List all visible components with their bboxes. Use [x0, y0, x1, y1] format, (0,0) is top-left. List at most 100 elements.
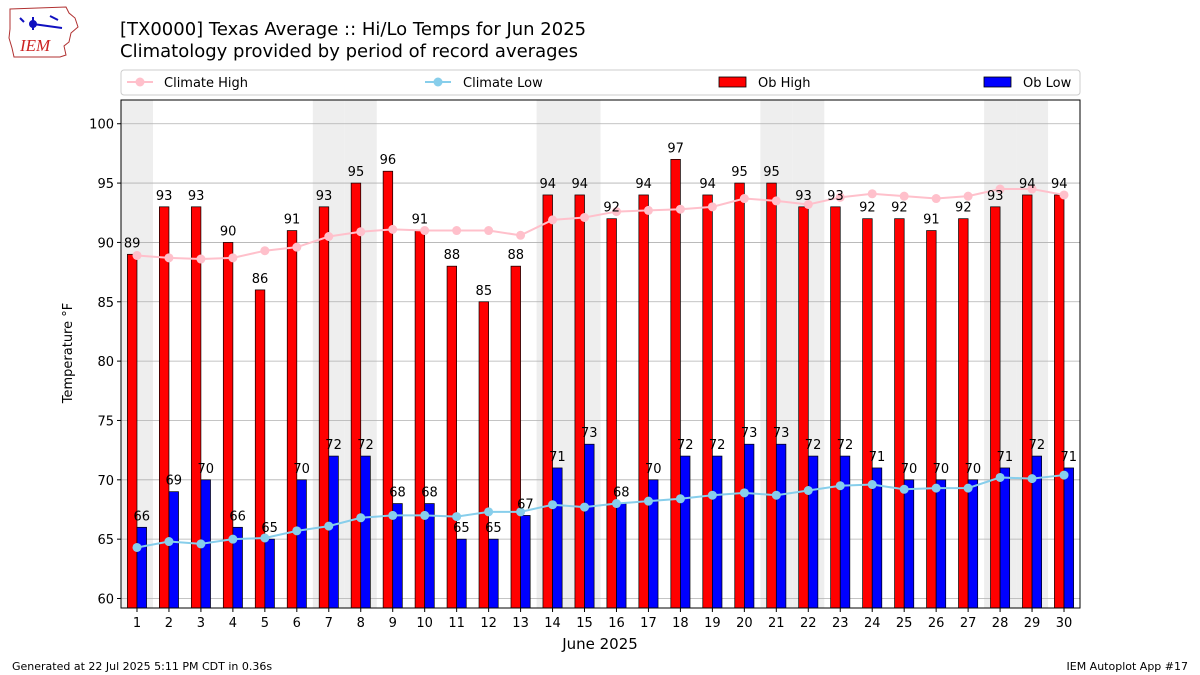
ob-high-label-5: 86 [252, 272, 269, 287]
climate-high-point-6 [292, 242, 302, 252]
climate-high-point-23 [835, 192, 845, 202]
chart-title: [TX0000] Texas Average :: Hi/Lo Temps fo… [120, 19, 586, 40]
ob-high-bar-20 [734, 182, 745, 609]
climate-high-point-18 [675, 204, 685, 214]
climate-high-point-8 [356, 227, 366, 237]
ob-high-bar-24 [862, 218, 873, 609]
ob-high-bars [127, 158, 1065, 609]
ob-low-bars [136, 443, 1074, 609]
ob-low-bar-12 [488, 538, 499, 609]
iem-logo-text: IEM [19, 36, 51, 55]
climate-high-point-1 [132, 250, 142, 260]
y-tick-label-90: 90 [97, 236, 114, 251]
ob-high-bar-2 [159, 206, 170, 609]
ob-low-label-20: 73 [741, 426, 758, 441]
climate-low-point-25 [899, 484, 909, 494]
climate-high-point-14 [548, 215, 558, 225]
ob-high-label-21: 95 [763, 165, 780, 180]
ob-low-bar-16 [616, 503, 627, 609]
y-tick-label-65: 65 [97, 533, 114, 548]
ob-high-bar-12 [478, 301, 489, 609]
climate-high-point-19 [707, 202, 717, 212]
x-tick-label-13: 13 [512, 616, 529, 631]
climate-low-point-23 [835, 481, 845, 491]
y-axis-label: Temperature °F [61, 303, 76, 404]
legend-label-climate-high: Climate High [164, 76, 248, 91]
climate-low-point-19 [707, 490, 717, 500]
ob-high-label-18: 97 [667, 141, 684, 156]
ob-high-bar-25 [894, 218, 905, 609]
ob-low-bar-22 [807, 455, 819, 609]
climate-high-point-3 [196, 254, 206, 264]
ob-low-label-25: 70 [901, 462, 918, 477]
ob-high-bar-14 [542, 194, 553, 609]
ob-low-label-8: 72 [357, 438, 374, 453]
climate-high-point-4 [228, 253, 238, 263]
ob-low-label-18: 72 [677, 438, 694, 453]
ob-high-label-15: 94 [571, 177, 588, 192]
ob-low-label-4: 66 [229, 509, 246, 524]
x-tick-label-27: 27 [960, 616, 977, 631]
ob-low-bar-26 [935, 479, 947, 609]
climate-low-point-1 [132, 542, 142, 552]
x-tick-label-24: 24 [864, 616, 881, 631]
ob-high-bar-6 [286, 230, 298, 609]
ob-high-label-14: 94 [539, 177, 556, 192]
x-tick-label-4: 4 [229, 616, 237, 631]
climate-high-point-10 [420, 226, 430, 236]
climate-low-point-15 [580, 502, 590, 512]
y-tick-label-75: 75 [97, 414, 114, 429]
climate-high-point-5 [260, 246, 270, 256]
y-gridlines [121, 123, 1080, 599]
ob-low-label-28: 71 [997, 450, 1014, 465]
ob-high-bar-5 [254, 289, 266, 609]
x-tick-label-19: 19 [704, 616, 721, 631]
ob-low-bar-27 [967, 479, 979, 609]
ob-high-bar-7 [318, 206, 330, 609]
ob-high-label-11: 88 [444, 248, 461, 263]
ob-high-bar-18 [670, 158, 681, 609]
y-tick-label-60: 60 [97, 593, 114, 608]
ob-high-bar-30 [1054, 194, 1065, 609]
x-tick-label-10: 10 [416, 616, 433, 631]
ob-low-label-10: 68 [421, 486, 438, 501]
ob-high-bar-8 [350, 182, 362, 609]
climate-high-point-13 [516, 230, 526, 240]
x-tick-label-28: 28 [992, 616, 1009, 631]
legend-item-climate-low: Climate Low [425, 76, 543, 91]
x-tick-label-6: 6 [293, 616, 301, 631]
ob-low-bar-11 [456, 538, 467, 609]
climate-low-point-2 [164, 537, 174, 547]
climate-high-polyline [136, 188, 1065, 261]
ob-low-label-16: 68 [613, 486, 630, 501]
ob-low-label-21: 73 [773, 426, 790, 441]
climate-low-point-20 [739, 488, 749, 498]
ob-high-bar-21 [766, 182, 777, 609]
ob-low-label-24: 71 [869, 450, 886, 465]
ob-high-label-24: 92 [859, 201, 876, 216]
x-tick-label-18: 18 [672, 616, 689, 631]
x-tick-label-3: 3 [197, 616, 205, 631]
x-tick-label-2: 2 [165, 616, 173, 631]
climate-low-point-16 [611, 499, 621, 509]
climate-high-point-20 [739, 194, 749, 204]
y-tick-label-80: 80 [97, 355, 114, 370]
ob-high-label-28: 93 [987, 189, 1004, 204]
x-tick-label-16: 16 [608, 616, 625, 631]
footer-app: IEM Autoplot App #17 [1067, 660, 1189, 673]
x-tick-label-30: 30 [1056, 616, 1073, 631]
climate-high-line [132, 184, 1069, 264]
x-tick-label-25: 25 [896, 616, 913, 631]
ob-high-bar-13 [510, 265, 521, 609]
ob-high-label-4: 90 [220, 224, 237, 239]
ob-low-label-9: 68 [389, 486, 406, 501]
ob-low-bar-19 [712, 455, 723, 609]
ob-high-bar-1 [127, 253, 138, 609]
ob-low-label-6: 70 [293, 462, 310, 477]
climate-low-point-14 [548, 500, 558, 510]
climate-high-point-21 [771, 196, 781, 206]
legend-item-ob-high: Ob High [718, 76, 811, 91]
x-tick-label-26: 26 [928, 616, 945, 631]
